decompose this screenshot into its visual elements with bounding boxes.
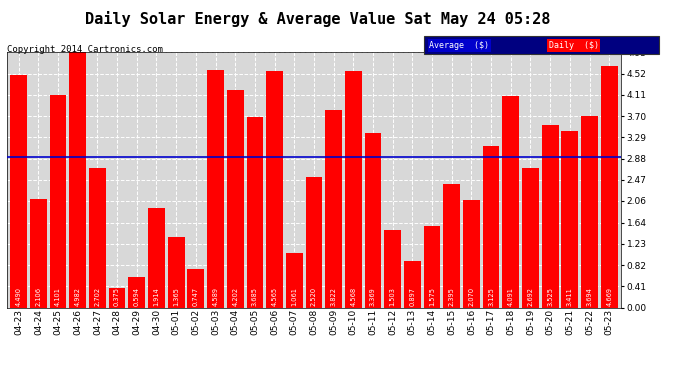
Text: 4.490: 4.490 <box>16 287 21 306</box>
Text: Daily Solar Energy & Average Value Sat May 24 05:28: Daily Solar Energy & Average Value Sat M… <box>85 11 550 27</box>
Text: 2.702: 2.702 <box>95 287 101 306</box>
Bar <box>128 277 145 308</box>
Bar <box>207 70 224 308</box>
Text: 0.897: 0.897 <box>409 287 415 306</box>
Bar <box>306 177 322 308</box>
Text: 0.747: 0.747 <box>193 287 199 306</box>
Bar <box>444 184 460 308</box>
Bar <box>325 110 342 308</box>
Text: 4.091: 4.091 <box>508 287 514 306</box>
Text: 2.520: 2.520 <box>311 287 317 306</box>
Text: 1.914: 1.914 <box>153 287 159 306</box>
Text: 4.982: 4.982 <box>75 287 81 306</box>
Text: 1.575: 1.575 <box>429 287 435 306</box>
Bar <box>227 90 244 308</box>
Text: Daily  ($): Daily ($) <box>549 41 598 50</box>
Text: 4.565: 4.565 <box>272 287 277 306</box>
Bar <box>70 50 86 308</box>
Bar <box>384 230 401 308</box>
Text: 2.395: 2.395 <box>448 287 455 306</box>
Bar <box>463 200 480 308</box>
Text: 0.594: 0.594 <box>134 287 140 306</box>
Bar <box>562 131 578 308</box>
Bar <box>109 288 126 308</box>
Bar <box>30 199 47 308</box>
Text: 3.369: 3.369 <box>370 287 376 306</box>
Text: 4.589: 4.589 <box>213 287 219 306</box>
Text: 0.375: 0.375 <box>114 287 120 306</box>
Text: 3.685: 3.685 <box>252 287 258 306</box>
Bar <box>188 269 204 308</box>
Bar <box>148 209 165 308</box>
Bar <box>10 75 27 308</box>
Bar <box>168 237 184 308</box>
Text: 4.568: 4.568 <box>351 287 356 306</box>
Bar <box>581 116 598 308</box>
Text: 1.061: 1.061 <box>291 287 297 306</box>
Bar <box>286 253 303 308</box>
Text: 3.411: 3.411 <box>566 287 573 306</box>
Text: 1.503: 1.503 <box>390 287 395 306</box>
Text: Average  ($): Average ($) <box>429 41 489 50</box>
Bar <box>89 168 106 308</box>
Bar <box>522 168 539 308</box>
Text: 3.822: 3.822 <box>331 287 337 306</box>
Text: 3.694: 3.694 <box>586 287 593 306</box>
Text: 2.914: 2.914 <box>16 134 21 155</box>
Text: 2.914: 2.914 <box>607 134 612 155</box>
Text: 2.106: 2.106 <box>35 287 41 306</box>
Text: 3.125: 3.125 <box>488 287 494 306</box>
Text: Copyright 2014 Cartronics.com: Copyright 2014 Cartronics.com <box>7 45 163 54</box>
Bar <box>266 71 283 308</box>
Text: 2.070: 2.070 <box>469 287 475 306</box>
Bar <box>601 66 618 308</box>
Bar <box>404 261 421 308</box>
Text: 1.365: 1.365 <box>173 287 179 306</box>
Text: 4.669: 4.669 <box>607 287 612 306</box>
Bar <box>483 146 500 308</box>
Bar <box>364 133 382 308</box>
Bar <box>50 95 66 308</box>
Bar <box>246 117 264 308</box>
Bar <box>502 96 519 308</box>
Text: 4.202: 4.202 <box>233 287 238 306</box>
Bar <box>542 125 558 308</box>
Bar <box>424 226 440 308</box>
Text: 3.525: 3.525 <box>547 287 553 306</box>
Bar <box>345 71 362 308</box>
Text: 2.692: 2.692 <box>527 287 533 306</box>
Text: 4.101: 4.101 <box>55 287 61 306</box>
